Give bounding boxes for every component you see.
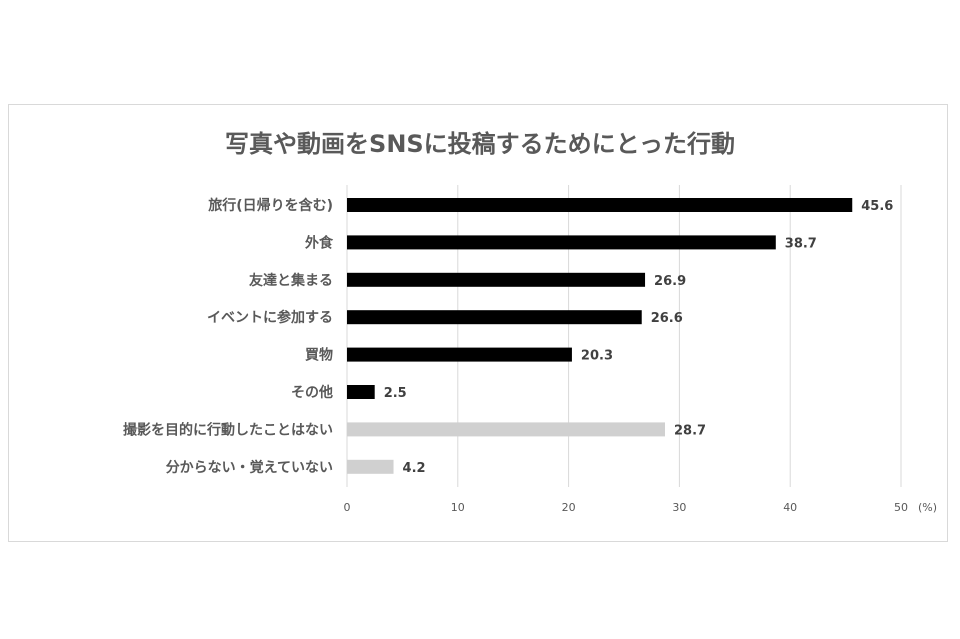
bar	[347, 459, 394, 474]
category-label: 分からない・覚えていない	[166, 459, 333, 476]
data-label: 2.5	[384, 386, 407, 401]
data-label: 26.9	[654, 274, 686, 289]
x-tick-label: 40	[783, 501, 797, 514]
data-label: 45.6	[861, 199, 893, 214]
category-label: 買物	[305, 347, 333, 364]
chart-frame	[8, 104, 948, 542]
bar	[347, 272, 646, 287]
data-label: 20.3	[581, 349, 613, 364]
bar	[347, 385, 375, 399]
x-unit-label: (%)	[918, 501, 937, 514]
bar	[347, 422, 665, 437]
category-label: 外食	[305, 234, 334, 251]
category-label: その他	[291, 384, 333, 401]
data-label: 28.7	[674, 423, 706, 438]
data-label: 4.2	[403, 461, 426, 476]
category-label: 友達と集まる	[249, 272, 333, 289]
x-tick-label: 10	[451, 501, 465, 514]
x-tick-label: 20	[562, 501, 576, 514]
category-label: 撮影を目的に行動したことはない	[123, 421, 333, 438]
data-label: 26.6	[651, 311, 683, 326]
bar	[347, 198, 853, 212]
x-tick-label: 50	[894, 501, 908, 514]
data-label: 38.7	[785, 236, 817, 251]
bar	[347, 310, 642, 325]
category-label: 旅行(日帰りを含む)	[208, 197, 333, 214]
x-tick-label: 0	[344, 501, 351, 514]
bar	[347, 347, 572, 362]
bar	[347, 235, 776, 250]
chart-title: 写真や動画をSNSに投稿するためにとった行動	[225, 130, 735, 158]
category-label: イベントに参加する	[207, 309, 333, 326]
x-tick-label: 30	[672, 501, 686, 514]
